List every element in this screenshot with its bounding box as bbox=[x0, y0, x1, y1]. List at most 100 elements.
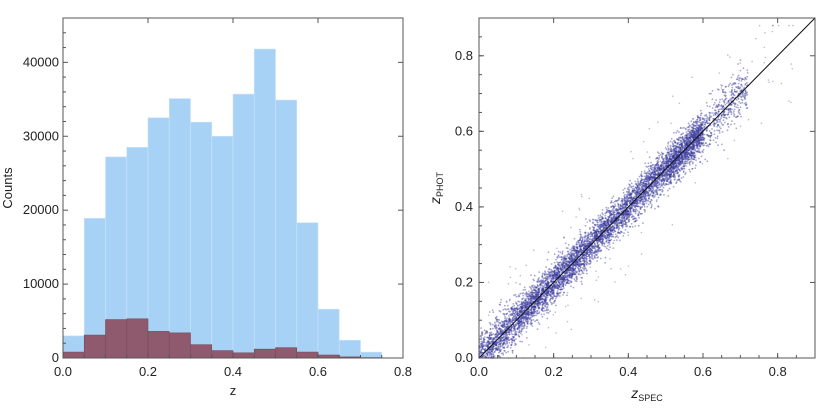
scatter-point bbox=[510, 333, 513, 335]
scatter-point bbox=[641, 212, 643, 215]
scatter-point bbox=[535, 291, 538, 294]
scatter-point bbox=[623, 232, 625, 235]
scatter-point bbox=[535, 314, 537, 317]
scatter-point bbox=[566, 250, 569, 253]
scatter-point bbox=[655, 163, 658, 166]
scatter-point bbox=[480, 342, 483, 345]
scatter-point bbox=[508, 328, 510, 331]
scatter-point bbox=[569, 261, 572, 263]
scatter-point bbox=[502, 330, 504, 332]
scatter-point bbox=[615, 239, 618, 242]
scatter-point bbox=[528, 290, 530, 293]
scatter-point bbox=[555, 274, 557, 276]
scatter-point bbox=[583, 269, 586, 272]
scatter-point bbox=[546, 311, 548, 314]
scatter-point bbox=[528, 313, 530, 316]
scatter-point bbox=[509, 346, 512, 349]
scatter-point bbox=[639, 197, 642, 200]
scatter-point bbox=[531, 325, 534, 327]
scatter-point bbox=[508, 320, 510, 322]
scatter-point bbox=[646, 199, 649, 202]
scatter-point bbox=[514, 331, 517, 334]
scatter-point bbox=[497, 333, 500, 335]
scatter-point bbox=[657, 196, 660, 199]
scatter-point bbox=[516, 307, 518, 309]
scatter-point bbox=[499, 343, 502, 345]
scatter-point bbox=[539, 282, 542, 285]
scatter-panel: 0.0 0.2 0.4 0.6 0.8 0.00.20.40.60.8 zSPEC zP… bbox=[427, 17, 816, 403]
scatter-point bbox=[659, 194, 661, 197]
scatter-point bbox=[617, 212, 620, 215]
scatter-point bbox=[514, 293, 517, 296]
scatter-point bbox=[484, 333, 487, 335]
scatter-point bbox=[501, 331, 504, 334]
scatter-point bbox=[563, 276, 566, 279]
scatter-point bbox=[490, 355, 493, 357]
scatter-point bbox=[505, 321, 508, 323]
scatter-point bbox=[647, 168, 650, 170]
scatter-point bbox=[493, 343, 496, 346]
scatter-point bbox=[509, 322, 512, 325]
scatter-point bbox=[528, 295, 530, 298]
histogram-bars bbox=[62, 48, 383, 359]
scatter-point bbox=[501, 326, 504, 328]
scatter-point bbox=[505, 320, 508, 323]
scatter-point bbox=[531, 315, 533, 317]
scatter-point bbox=[601, 220, 603, 223]
scatter-point bbox=[599, 220, 601, 223]
scatter-point bbox=[520, 318, 522, 321]
scatter-point bbox=[534, 320, 536, 323]
hist-bar-subset-6 bbox=[190, 344, 213, 359]
scatter-point bbox=[508, 328, 511, 330]
scatter-point bbox=[552, 278, 554, 281]
scatter-point bbox=[580, 280, 583, 283]
scatter-point bbox=[502, 343, 504, 346]
scatter-point bbox=[658, 154, 661, 157]
scatter-point bbox=[552, 296, 555, 299]
scatter-point bbox=[575, 275, 578, 278]
scatter-point bbox=[599, 216, 601, 219]
scatter-point bbox=[499, 330, 502, 333]
scatter-point bbox=[554, 297, 557, 300]
scatter-point bbox=[576, 247, 579, 250]
scatter-point bbox=[494, 344, 497, 347]
scatter-point bbox=[626, 187, 629, 190]
scatter-point bbox=[657, 184, 659, 187]
scatter-point bbox=[566, 294, 568, 297]
scatter-point bbox=[518, 329, 521, 331]
scatter-point bbox=[562, 294, 564, 296]
scatter-point bbox=[566, 278, 568, 281]
scatter-point bbox=[611, 197, 614, 200]
scatter-point bbox=[638, 175, 641, 178]
scatter-point bbox=[505, 334, 508, 337]
scatter-point bbox=[505, 323, 508, 326]
scatter-point bbox=[612, 201, 614, 204]
scatter-point bbox=[565, 257, 568, 259]
scatter-point bbox=[511, 326, 514, 328]
scatter-point bbox=[481, 331, 483, 333]
scatter-point bbox=[506, 304, 509, 307]
scatter-point bbox=[499, 337, 501, 340]
scatter-point bbox=[584, 232, 587, 235]
scatter-point bbox=[491, 333, 493, 336]
scatter-point bbox=[581, 245, 583, 248]
scatter-point bbox=[630, 223, 633, 225]
scatter-point bbox=[549, 288, 552, 290]
scatter-point bbox=[499, 338, 502, 341]
scatter-point bbox=[578, 265, 581, 268]
scatter-point bbox=[514, 333, 516, 336]
scatter-point bbox=[492, 356, 495, 358]
scatter-point bbox=[586, 245, 589, 247]
scatter-point bbox=[621, 221, 624, 224]
scatter-point bbox=[585, 263, 588, 265]
scatter-point bbox=[505, 336, 508, 339]
scatter-point bbox=[629, 185, 631, 187]
scatter-point bbox=[538, 299, 540, 302]
scatter-point bbox=[578, 228, 581, 231]
scatter-point bbox=[495, 347, 498, 349]
scatter-point bbox=[480, 351, 483, 354]
scatter-point bbox=[484, 332, 487, 334]
scatter-point bbox=[510, 326, 513, 329]
scatter-point bbox=[511, 339, 514, 342]
scatter-point bbox=[481, 345, 484, 348]
